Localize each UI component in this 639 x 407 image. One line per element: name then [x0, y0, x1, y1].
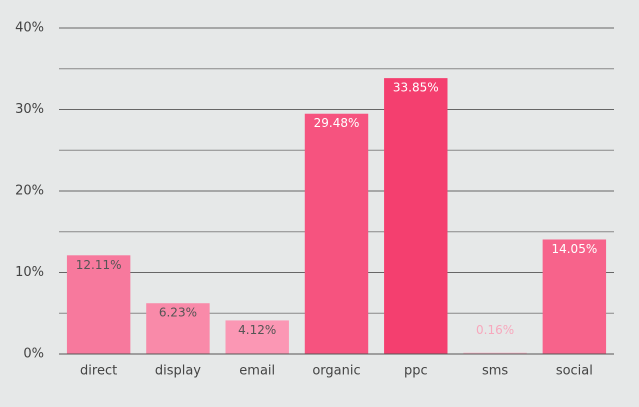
x-tick-label: social: [556, 364, 593, 379]
y-tick-label: 10%: [15, 265, 44, 280]
value-label: 14.05%: [551, 242, 597, 256]
x-tick-label: ppc: [404, 364, 428, 379]
bar: [66, 255, 131, 354]
bar: [542, 239, 607, 354]
x-tick-label: sms: [482, 364, 508, 379]
bar: [225, 320, 289, 354]
bar: [304, 113, 369, 354]
value-label: 6.23%: [159, 306, 197, 320]
value-label: 33.85%: [393, 81, 439, 95]
value-label: 12.11%: [76, 258, 122, 272]
y-tick-label: 20%: [15, 184, 44, 199]
bar: [463, 352, 527, 354]
x-tick-label: display: [155, 364, 201, 379]
y-tick-label: 30%: [15, 102, 44, 117]
x-tick-label: organic: [312, 364, 360, 379]
x-tick-label: email: [239, 364, 275, 379]
y-tick-label: 0%: [23, 347, 44, 362]
value-label: 0.16%: [476, 323, 514, 337]
value-label: 29.48%: [314, 116, 360, 130]
y-tick-label: 40%: [15, 21, 44, 36]
bar: [384, 78, 448, 354]
bar: [146, 303, 210, 354]
value-label: 4.12%: [238, 323, 276, 337]
x-tick-label: direct: [80, 364, 117, 379]
